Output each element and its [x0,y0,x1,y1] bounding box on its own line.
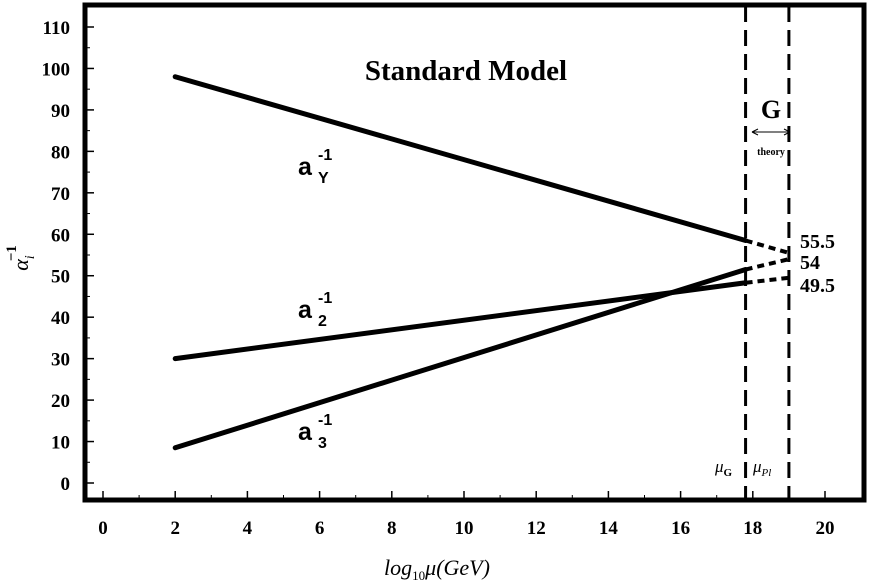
y-tick-label: 80 [51,142,70,163]
x-tick-label: 16 [671,518,690,539]
x-tick-label: 10 [455,518,474,539]
y-tick-label: 70 [51,184,70,205]
x-tick-label: 20 [816,518,835,539]
series-line-1 [172,280,749,362]
y-tick-label: 50 [51,267,70,288]
x-tick-label: 18 [743,518,762,539]
y-tick-label: 10 [51,433,70,454]
svg-text:G: G [761,95,781,124]
x-tick-label: 8 [387,518,397,539]
series-label-y: a Y -1 [298,147,332,187]
x-axis-label: log10μ(GeV) [384,555,490,582]
y-tick-label: 100 [42,59,71,80]
svg-text:a: a [298,296,313,324]
y-tick-label: 0 [61,474,71,495]
g-theory-annotation: G theory [751,95,791,158]
y-tick-label: 20 [51,391,70,412]
y-axis-label: αi−1 [4,245,38,271]
series-line-0 [172,74,749,243]
end-label-y: 55.5 [800,231,835,253]
x-tick-label: 12 [527,518,546,539]
x-tick-label: 2 [170,518,180,539]
mu-g-label: μG [714,457,733,479]
x-tick-label: 0 [98,518,108,539]
svg-text:2: 2 [318,313,327,330]
svg-text:a: a [298,418,313,446]
end-label-2: 49.5 [800,275,835,297]
svg-text:Y: Y [318,170,329,187]
chart-title: Standard Model [365,55,567,87]
series-extension-2 [745,257,790,272]
series-label-3: a 3 -1 [298,412,332,452]
x-tick-label: 14 [599,518,619,539]
svg-text:a: a [298,153,313,181]
y-tick-label: 60 [51,225,70,246]
svg-text:theory: theory [757,147,785,158]
y-tick-label: 110 [43,18,70,39]
svg-text:-1: -1 [318,412,332,429]
series-label-2: a 2 -1 [298,290,332,330]
series-extension-1 [745,275,790,285]
series-extension-0 [745,238,790,255]
x-tick-label: 4 [243,518,253,539]
svg-text:3: 3 [318,435,327,452]
y-tick-label: 30 [51,350,70,371]
plot-frame [82,2,867,503]
svg-text:-1: -1 [318,147,332,164]
y-tick-label: 90 [51,101,70,122]
series-line-2 [172,267,749,451]
svg-text:-1: -1 [318,290,332,307]
mu-pl-label: μPl [752,457,771,479]
y-tick-label: 40 [51,308,70,329]
x-tick-label: 6 [315,518,325,539]
end-label-3: 54 [800,252,820,274]
